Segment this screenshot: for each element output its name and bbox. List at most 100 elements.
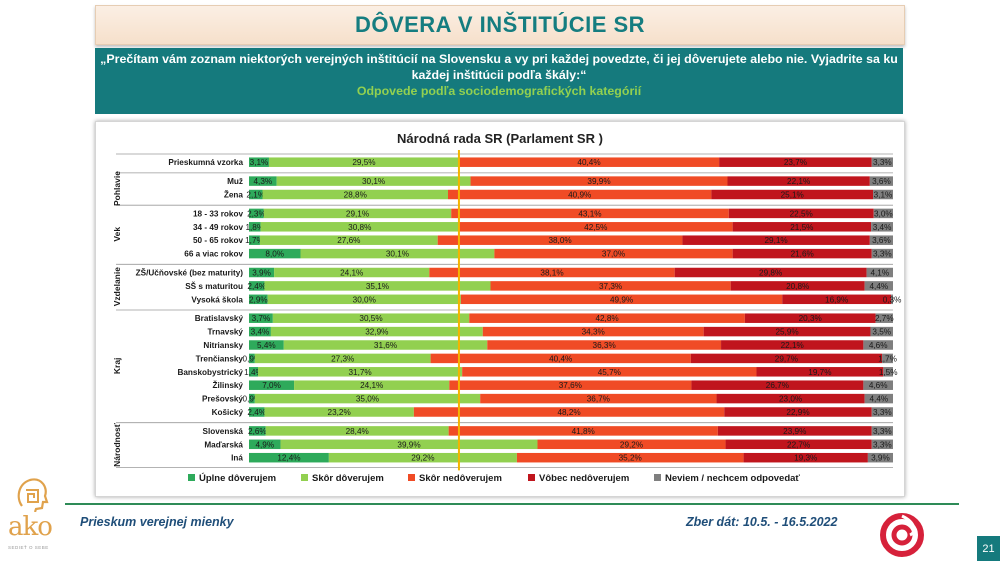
group-label-vek: Vek — [112, 227, 122, 242]
bar-66-a-viac-rokov-vobec-nedoverujem — [732, 248, 872, 259]
bar-zena-skor-doverujem — [262, 189, 448, 200]
row-label-zs-ucnovske-bez-maturity: ZŠ/Učňovské (bez maturity) — [136, 267, 244, 278]
bar-trnavsky-skor-doverujem — [270, 326, 483, 337]
bar-34-49-rokov-uplne-doverujem — [249, 222, 261, 232]
data-label-presovsky-neviem-nechcem-odpovedat: 4,4% — [869, 395, 888, 404]
data-label-nitriansky-vobec-nedoverujem: 22,1% — [781, 341, 804, 350]
bar-zs-ucnovske-bez-maturity-vobec-nedoverujem — [674, 267, 867, 278]
bar-bratislavsky-neviem-nechcem-odpovedat — [875, 313, 893, 323]
bar-kosicky-skor-nedoverujem — [413, 407, 725, 417]
bar-bratislavsky-skor-nedoverujem — [469, 313, 745, 323]
data-label-ss-s-maturitou-skor-nedoverujem: 37,3% — [599, 282, 622, 291]
bar-ss-s-maturitou-neviem-nechcem-odpovedat — [864, 281, 893, 291]
data-label-bratislavsky-uplne-doverujem: 3,7% — [252, 314, 271, 323]
data-label-66-a-viac-rokov-skor-doverujem: 30,1% — [386, 250, 409, 259]
bar-banskobystricky-uplne-doverujem — [249, 367, 259, 377]
row-label-vysoka-skola: Vysoká škola — [191, 295, 243, 304]
data-label-ss-s-maturitou-skor-doverujem: 35,1% — [366, 282, 389, 291]
data-label-66-a-viac-rokov-skor-nedoverujem: 37,0% — [602, 250, 625, 259]
bar-nitriansky-vobec-nedoverujem — [721, 340, 864, 350]
data-label-banskobystricky-skor-doverujem: 31,7% — [348, 368, 371, 377]
data-label-bratislavsky-skor-doverujem: 30,5% — [359, 314, 382, 323]
legend-label-neviem-nechcem-odpovedat: Neviem / nechcem odpovedať — [665, 473, 800, 484]
bar-trenciansky-skor-doverujem — [254, 353, 431, 364]
bar-zilinsky-vobec-nedoverujem — [691, 380, 864, 390]
data-label-zs-ucnovske-bez-maturity-vobec-nedoverujem: 29,8% — [759, 269, 782, 278]
row-label-kosicky: Košický — [212, 408, 244, 417]
data-label-prieskumna-vzorka-vobec-nedoverujem: 23,7% — [784, 158, 807, 167]
bar-kosicky-vobec-nedoverujem — [724, 407, 872, 417]
row-label-zena: Žena — [224, 189, 244, 200]
data-label-bratislavsky-neviem-nechcem-odpovedat: 2,7% — [875, 314, 894, 323]
data-label-18-33-rokov-skor-doverujem: 29,1% — [346, 209, 369, 218]
bar-ina-vobec-nedoverujem — [743, 452, 868, 463]
data-label-kosicky-neviem-nechcem-odpovedat: 3,3% — [873, 408, 892, 417]
data-label-zena-neviem-nechcem-odpovedat: 3,1% — [874, 191, 893, 200]
bar-66-a-viac-rokov-skor-nedoverujem — [494, 248, 733, 259]
row-label-muz: Muž — [227, 177, 243, 186]
bar-madarska-skor-doverujem — [280, 439, 538, 450]
bar-slovenska-skor-nedoverujem — [448, 426, 718, 436]
row-label-34-49-rokov: 34 - 49 rokov — [193, 223, 244, 232]
bar-madarska-neviem-nechcem-odpovedat — [871, 439, 893, 450]
bar-presovsky-uplne-doverujem — [249, 393, 255, 404]
bar-prieskumna-vzorka-uplne-doverujem — [249, 157, 269, 167]
data-label-nitriansky-uplne-doverujem: 5,4% — [257, 341, 276, 350]
legend-label-uplne-doverujem: Úplne dôverujem — [199, 472, 276, 484]
row-label-presovsky: Prešovský — [202, 395, 243, 404]
data-label-zilinsky-skor-nedoverujem: 37,6% — [559, 381, 582, 390]
data-label-slovenska-neviem-nechcem-odpovedat: 3,3% — [873, 427, 892, 436]
bar-muz-skor-doverujem — [276, 176, 471, 186]
ako-logo: ako SEDIEŤ O SEBE — [6, 476, 61, 558]
bar-slovenska-vobec-nedoverujem — [717, 426, 872, 436]
bar-ina-neviem-nechcem-odpovedat — [867, 452, 893, 463]
bar-prieskumna-vzorka-skor-nedoverujem — [458, 157, 720, 167]
bar-ina-skor-nedoverujem — [516, 452, 744, 463]
bar-zilinsky-neviem-nechcem-odpovedat — [863, 380, 893, 390]
bar-18-33-rokov-uplne-doverujem — [249, 208, 264, 219]
data-label-madarska-uplne-doverujem: 4,9% — [255, 440, 274, 449]
bar-zilinsky-uplne-doverujem — [249, 380, 295, 390]
data-label-zilinsky-skor-doverujem: 24,1% — [360, 381, 383, 390]
data-label-66-a-viac-rokov-uplne-doverujem: 8,0% — [265, 250, 284, 259]
data-label-trnavsky-neviem-nechcem-odpovedat: 3,5% — [872, 328, 891, 337]
stacked-bar-chart: Národná rada SR (Parlament SR ) Prieskumn… — [112, 131, 902, 484]
data-label-trnavsky-skor-nedoverujem: 34,3% — [582, 328, 605, 337]
title-bar: DÔVERA V INŠTITÚCIE SR — [95, 5, 905, 45]
data-label-vysoka-skola-skor-nedoverujem: 49,9% — [610, 295, 633, 304]
data-label-zs-ucnovske-bez-maturity-skor-nedoverujem: 38,1% — [540, 269, 563, 278]
data-label-muz-neviem-nechcem-odpovedat: 3,6% — [872, 177, 891, 186]
bar-prieskumna-vzorka-neviem-nechcem-odpovedat — [871, 157, 893, 167]
ako-wordmark: ako — [8, 512, 53, 542]
data-label-18-33-rokov-skor-nedoverujem: 43,1% — [578, 209, 601, 218]
bar-trenciansky-neviem-nechcem-odpovedat — [882, 353, 893, 364]
data-label-trenciansky-skor-nedoverujem: 40,4% — [549, 354, 572, 363]
data-label-madarska-vobec-nedoverujem: 22,7% — [787, 440, 810, 449]
data-label-madarska-neviem-nechcem-odpovedat: 3,3% — [873, 440, 892, 449]
data-label-nitriansky-skor-nedoverujem: 36,3% — [593, 341, 616, 350]
bar-trenciansky-skor-nedoverujem — [430, 353, 691, 364]
data-label-kosicky-vobec-nedoverujem: 22,9% — [786, 408, 809, 417]
bar-vysoka-skola-vobec-nedoverujem — [782, 294, 892, 305]
data-label-zena-uplne-doverujem: 2,1% — [246, 191, 265, 200]
data-label-madarska-skor-doverujem: 39,9% — [397, 440, 420, 449]
bar-muz-skor-nedoverujem — [470, 176, 728, 186]
chart-title: Národná rada SR (Parlament SR ) — [397, 131, 603, 146]
data-label-vysoka-skola-neviem-nechcem-odpovedat: 0,3% — [883, 295, 902, 304]
data-label-trenciansky-skor-doverujem: 27,3% — [331, 354, 354, 363]
bar-slovenska-skor-doverujem — [265, 426, 449, 436]
row-label-slovenska: Slovenská — [202, 427, 243, 436]
data-label-nitriansky-skor-doverujem: 31,6% — [374, 341, 397, 350]
bar-trnavsky-uplne-doverujem — [249, 326, 271, 337]
bar-trnavsky-skor-nedoverujem — [482, 326, 704, 337]
bar-18-33-rokov-skor-doverujem — [263, 208, 452, 219]
bar-ina-uplne-doverujem — [249, 452, 329, 463]
data-label-50-65-rokov-neviem-nechcem-odpovedat: 3,6% — [872, 236, 891, 245]
data-label-34-49-rokov-skor-nedoverujem: 42,5% — [584, 223, 607, 232]
data-label-18-33-rokov-neviem-nechcem-odpovedat: 3,0% — [874, 209, 893, 218]
bar-presovsky-vobec-nedoverujem — [716, 393, 865, 404]
bar-66-a-viac-rokov-skor-doverujem — [300, 248, 495, 259]
group-label-narodnost: Národnosť — [112, 422, 122, 467]
bar-ss-s-maturitou-uplne-doverujem — [249, 281, 265, 291]
row-label-50-65-rokov: 50 - 65 rokov — [193, 236, 244, 245]
